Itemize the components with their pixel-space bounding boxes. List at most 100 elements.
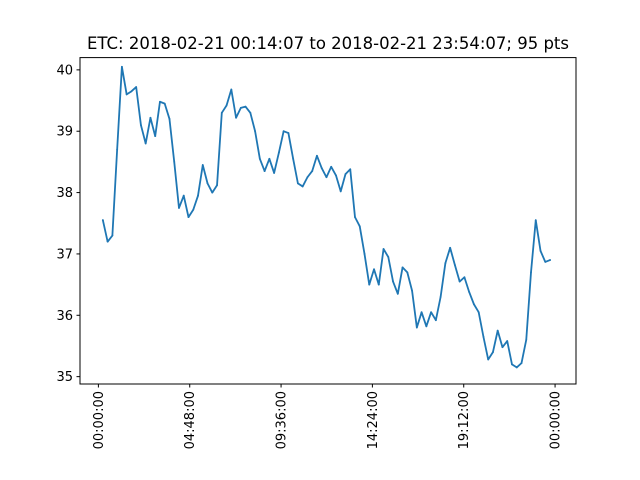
y-tick-label: 38 [56, 186, 73, 201]
data-point [415, 326, 418, 329]
data-point [244, 105, 247, 108]
data-point [121, 65, 123, 68]
data-point [511, 363, 513, 366]
data-point [297, 182, 299, 185]
y-axis: 35 36 37 38 39 40 [56, 63, 80, 385]
data-point [320, 167, 323, 169]
data-point [492, 351, 494, 353]
data-point [101, 219, 104, 222]
x-tick-label: 19:12:00 [457, 391, 472, 449]
data-point [520, 362, 523, 365]
data-point [225, 104, 228, 107]
data-point [496, 329, 499, 332]
data-point [358, 225, 361, 228]
data-point [354, 216, 356, 219]
plot-frame [79, 57, 577, 385]
data-point [406, 271, 409, 274]
data-point [487, 358, 490, 361]
x-tick-label: 09:36:00 [275, 391, 290, 449]
data-point [377, 283, 380, 286]
data-point [235, 116, 237, 119]
data-point [501, 346, 504, 349]
data-point [530, 271, 532, 274]
data-point [539, 249, 542, 252]
data-point [163, 102, 166, 105]
data-point [368, 283, 371, 286]
data-point [230, 88, 233, 91]
data-point [206, 182, 209, 185]
series-group [101, 65, 551, 369]
data-point [506, 340, 509, 342]
data-point [201, 164, 204, 166]
data-point [339, 190, 342, 193]
data-point [330, 165, 333, 168]
data-point [463, 276, 466, 279]
data-point [468, 291, 471, 293]
data-point [382, 248, 385, 250]
data-point [434, 319, 437, 322]
data-point [173, 161, 176, 163]
data-point [430, 311, 433, 314]
data-point [482, 335, 485, 338]
data-point [182, 194, 185, 197]
data-point [534, 219, 537, 222]
data-point [444, 262, 447, 265]
x-tick-label: 04:48:00 [183, 391, 198, 449]
x-tick-label: 00:00:00 [92, 391, 107, 449]
data-point [187, 216, 190, 219]
data-point [277, 151, 280, 154]
data-point [439, 295, 442, 298]
data-point [111, 234, 114, 237]
data-point [473, 303, 475, 306]
data-point [411, 289, 413, 292]
data-point [254, 130, 256, 133]
data-point [396, 292, 399, 295]
data-point [263, 170, 266, 173]
data-point [453, 264, 456, 266]
data-point [135, 86, 138, 88]
series-line [101, 65, 551, 369]
data-point [349, 168, 352, 171]
data-point [282, 130, 285, 133]
y-tick-label: 35 [56, 370, 73, 385]
data-point [192, 208, 195, 211]
data-point [425, 325, 428, 328]
data-point [211, 191, 214, 194]
chart-title: ETC: 2018-02-21 00:14:07 to 2018-02-21 2… [87, 34, 569, 53]
data-point [335, 174, 337, 177]
data-point [387, 256, 390, 258]
data-point [178, 207, 180, 209]
data-point [149, 116, 152, 119]
data-point [197, 194, 199, 197]
data-point [239, 107, 242, 109]
data-point [140, 124, 142, 126]
data-point [363, 253, 366, 255]
y-tick-label: 39 [56, 125, 73, 140]
data-point [130, 90, 133, 93]
y-tick-label: 37 [56, 247, 73, 262]
x-axis: 00:00:00 04:48:00 09:36:00 14:24:00 19:12:00… [92, 384, 564, 449]
data-point [168, 118, 171, 120]
data-point [392, 280, 394, 283]
data-point [549, 259, 551, 261]
data-point [458, 280, 461, 283]
data-point [477, 311, 480, 314]
data-point [154, 135, 157, 138]
y-tick-label: 36 [56, 309, 73, 324]
data-point [344, 173, 347, 176]
data-point [273, 172, 276, 174]
x-tick-label: 14:24:00 [366, 391, 381, 449]
data-point [220, 111, 223, 114]
data-point [373, 268, 375, 271]
data-point [544, 261, 547, 263]
data-point [316, 154, 318, 157]
data-point [401, 266, 404, 269]
data-point [525, 338, 528, 341]
data-point [268, 157, 271, 160]
data-point [287, 132, 290, 134]
x-tick-label: 00:00:00 [549, 391, 564, 449]
data-point [449, 246, 452, 249]
data-point [159, 100, 161, 103]
data-point [420, 311, 423, 314]
